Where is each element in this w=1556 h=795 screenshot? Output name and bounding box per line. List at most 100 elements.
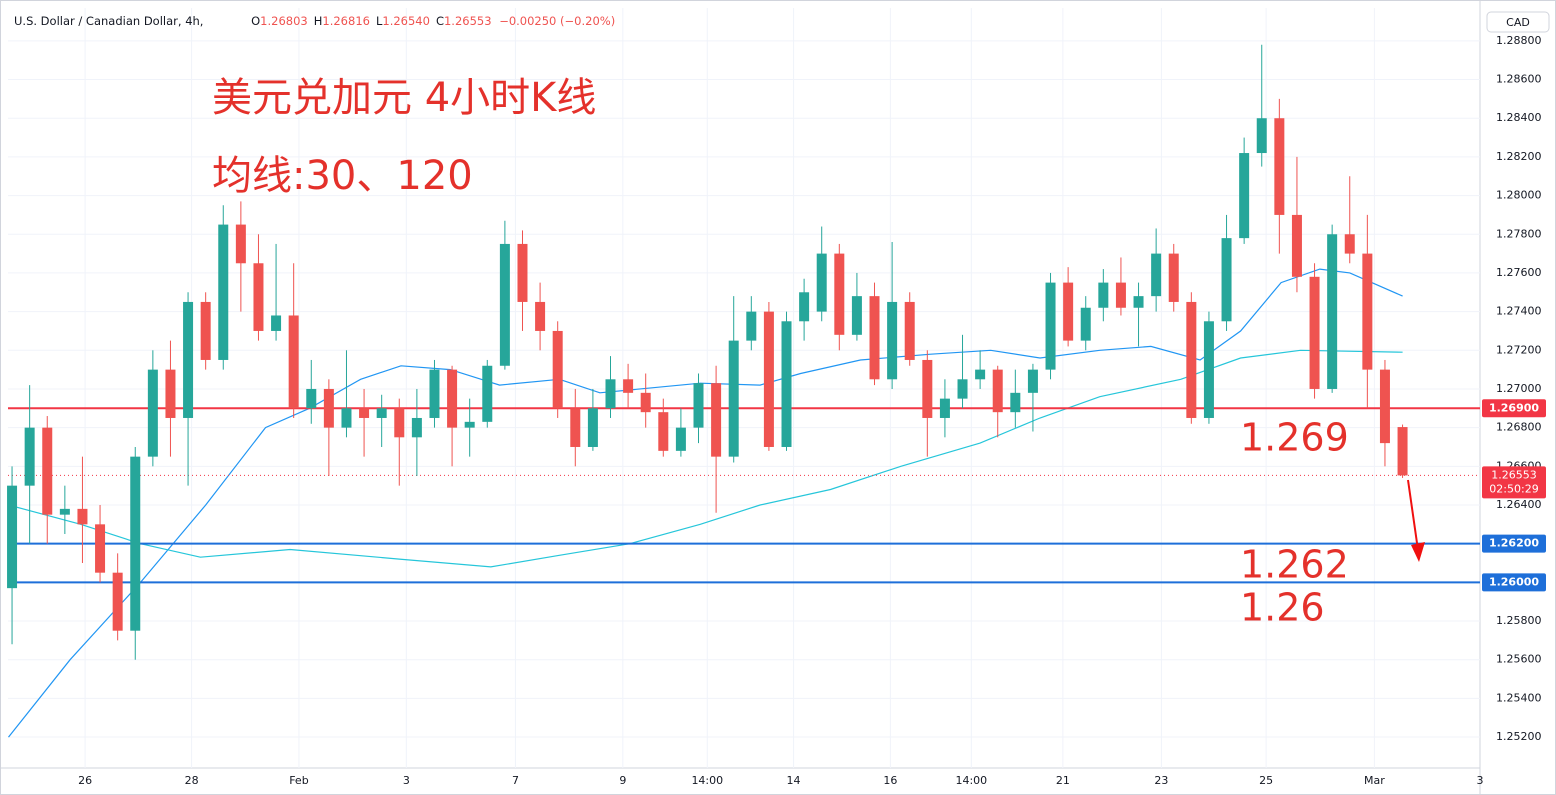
candle-body [1010,392,1021,413]
candle-body [570,408,581,447]
ohlc-key: O [251,14,261,28]
candle-body [939,398,950,418]
ma-line [8,268,1403,738]
candle-body [552,330,563,409]
candle-body [59,508,70,515]
candle-body [376,408,387,418]
y-tick-label: 1.28400 [1496,111,1542,124]
moving-averages [8,268,1403,738]
candle-body [1397,427,1408,476]
labels: 1.252001.254001.256001.258001.260001.262… [78,34,1546,787]
y-tick-label: 1.26800 [1496,421,1542,434]
candle-body [535,301,546,331]
candle-body [394,408,405,438]
legend: U.S. Dollar / Canadian Dollar, 4h, O 1.26… [14,14,619,28]
candle-body [1168,253,1179,302]
ohlc-key: H [313,14,323,28]
candle-body [992,369,1003,413]
candle-body [235,224,246,264]
price-label: 1.26900 [1489,401,1539,414]
x-tick-label: 23 [1154,774,1168,787]
candle-body [200,301,211,360]
candle-body [887,301,898,380]
candle-body [922,359,933,418]
y-tick-label: 1.28200 [1496,150,1542,163]
candle-body [1274,118,1285,215]
annotation: 美元兑加元 4小时K线 [212,75,596,121]
x-tick-label: 9 [619,774,626,787]
x-tick-label: 14:00 [955,774,987,787]
y-tick-label: 1.27400 [1496,305,1542,318]
candle-body [1239,153,1250,239]
y-tick-label: 1.27000 [1496,382,1542,395]
candle-body [816,253,827,312]
candle-body [183,301,194,418]
candle-body [1063,282,1074,341]
candle-body [1186,301,1197,418]
candle-body [306,388,317,409]
ma-line [8,349,1403,568]
candle-body [447,369,458,428]
candle-body [271,315,282,331]
ohlc-value: 1.26553 [443,14,492,28]
candle-body [147,369,158,457]
candle-body [1203,321,1214,418]
candle-body [799,292,810,322]
y-tick-label: 1.28600 [1496,73,1542,86]
price-lines [8,407,1480,584]
x-tick-label: 16 [883,774,897,787]
candle-body [1045,282,1056,370]
candle-body [1362,253,1373,370]
candle-body [341,408,352,428]
candle-body [1291,214,1302,277]
x-tick-label: 7 [512,774,519,787]
currency-box[interactable] [1486,11,1550,33]
candle-body [605,379,616,409]
candle-body [1309,276,1320,389]
arrow [1407,479,1419,551]
candle-body [975,369,986,380]
x-tick-label: 14:00 [691,774,723,787]
price-label-box [1482,573,1546,592]
price-label: 1.26000 [1489,575,1539,588]
candle-body [482,365,493,422]
candle-body [1115,282,1126,308]
symbol: U.S. Dollar / Canadian Dollar, 4h, [14,14,204,28]
ohlc-key: C [435,14,444,28]
candle-body [288,315,299,409]
candle-body [24,427,35,486]
candle-body [1379,369,1390,444]
candle-body [42,427,53,515]
candle-body [904,301,915,360]
candle-body [957,379,968,399]
candle-body [7,485,18,589]
candle-body [658,412,669,451]
candle-body [499,243,510,366]
candle-body [112,572,123,631]
candle-body [1080,307,1091,341]
candle-body [1027,369,1038,393]
annotation: 均线:30、120 [212,153,473,199]
candle-body [693,383,704,428]
candle-body [1133,296,1144,308]
x-tick-label: 3 [403,774,410,787]
currency[interactable]: CAD [1506,16,1530,29]
candle-body [323,388,334,428]
y-tick-label: 1.28800 [1496,34,1542,47]
y-tick-label: 1.27200 [1496,343,1542,356]
x-tick-label: 21 [1056,774,1070,787]
candle-body [517,243,528,302]
candles [7,44,1408,660]
candle-body [411,417,422,438]
ohlc-value: 1.26540 [382,14,430,28]
candle-body [165,369,176,418]
y-tick-label: 1.27600 [1496,266,1542,279]
change: −0.00250 (−0.20%) [499,14,616,28]
x-tick-label: 14 [787,774,801,787]
candle-body [746,311,757,341]
candle-body [834,253,845,335]
candle-body [623,379,634,393]
candle-body [1221,238,1232,322]
candle-body [1256,118,1267,154]
annotation: 1.262 [1240,543,1349,587]
